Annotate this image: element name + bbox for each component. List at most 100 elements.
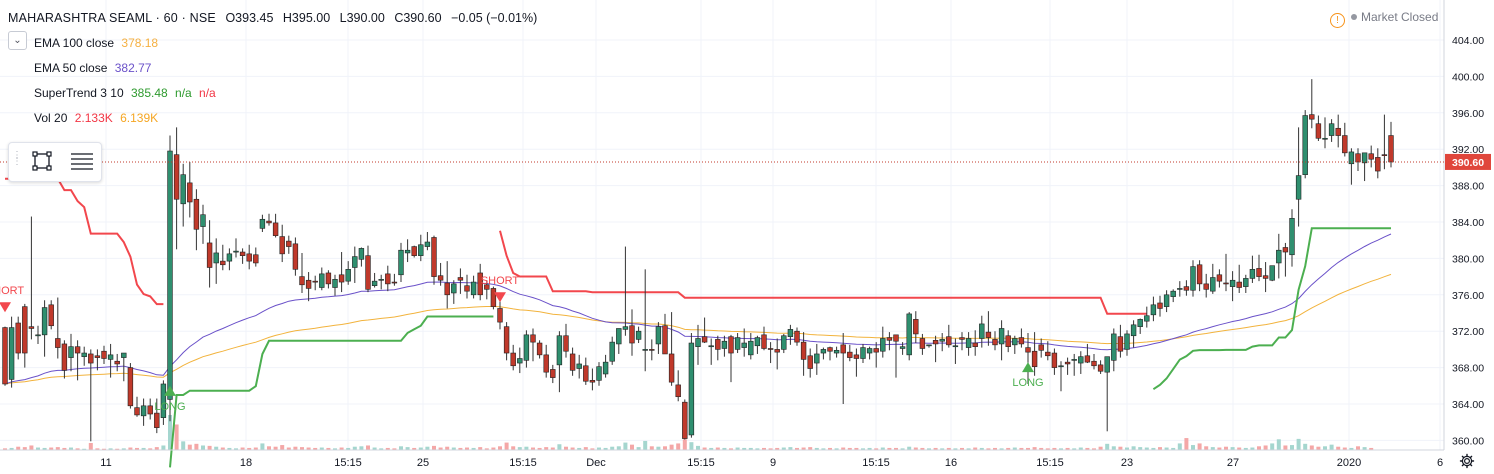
market-status[interactable]: ! Market Closed <box>1330 10 1438 28</box>
volume-bar <box>1019 447 1024 450</box>
candle-body <box>246 253 252 262</box>
indicator-value: 382.77 <box>114 61 152 75</box>
volume-bar <box>630 444 634 450</box>
volume-bar <box>854 447 859 450</box>
volume-bar <box>808 447 813 450</box>
volume-bar <box>537 447 542 450</box>
drag-handle-icon[interactable]: ⋮ ⋮ <box>12 150 22 167</box>
supertrend-down-line <box>499 230 1147 315</box>
candle-body <box>206 242 213 268</box>
volume-bar <box>1356 446 1360 450</box>
x-tick-label: 6 <box>1437 457 1443 469</box>
volume-bar <box>801 447 806 450</box>
volume-bar <box>1184 438 1189 450</box>
horizontal-lines-icon[interactable] <box>69 150 95 172</box>
candle-body <box>721 340 728 349</box>
market-status-label: Market Closed <box>1361 10 1439 24</box>
candle-body <box>55 338 61 348</box>
volume-bar <box>135 447 139 450</box>
candle-body <box>1005 335 1011 347</box>
supertrend-up-line <box>1152 227 1391 391</box>
indicator-ema100[interactable]: EMA 100 close 378.18 <box>34 31 537 56</box>
candle-body <box>457 277 464 281</box>
volume-bar <box>729 448 733 450</box>
candle-body <box>569 353 576 371</box>
candle-body <box>781 335 787 350</box>
candle-body <box>121 352 127 358</box>
candle-body <box>411 246 417 256</box>
indicator-supertrend[interactable]: SuperTrend 3 10 385.48 n/a n/a <box>34 81 537 106</box>
candle-body <box>312 280 318 283</box>
volume-bar <box>960 447 964 450</box>
volume-bar <box>1329 444 1334 450</box>
volume-bar <box>141 447 146 450</box>
candle-body <box>352 256 358 268</box>
volume-bar <box>742 447 747 450</box>
volume-bar <box>438 447 443 450</box>
candle-body <box>1328 123 1335 136</box>
rectangle-select-icon[interactable] <box>31 150 53 172</box>
volume-bar <box>1303 443 1308 450</box>
volume-bar <box>1006 447 1011 450</box>
volume-bar <box>511 446 516 450</box>
symbol-label[interactable]: MAHARASHTRA SEAML · 60 · NSE <box>8 11 216 25</box>
candle-body <box>761 334 767 349</box>
candle-body <box>259 218 266 229</box>
volume-bar <box>247 447 252 450</box>
candle-body <box>464 285 470 292</box>
short-signal-label: SHORT <box>481 275 520 287</box>
candle-body <box>939 339 945 342</box>
volume-bar <box>352 446 357 450</box>
volume-bar <box>696 445 700 450</box>
candle-body <box>998 328 1005 345</box>
indicator-value: n/a <box>199 86 216 100</box>
candle-body <box>266 220 272 224</box>
volume-bar <box>9 447 14 450</box>
volume-bar <box>1151 447 1156 450</box>
volume-bar <box>861 448 865 450</box>
x-tick-label: 27 <box>1227 457 1239 469</box>
volume-bar <box>887 447 892 450</box>
indicator-volume[interactable]: Vol 20 2.133K 6.139K <box>34 106 537 131</box>
candle-body <box>127 367 134 407</box>
candle-body <box>1342 135 1348 154</box>
candle-body <box>1130 324 1137 337</box>
candle-body <box>114 360 120 365</box>
volume-bar <box>293 446 298 450</box>
candle-body <box>1348 151 1355 165</box>
volume-bar <box>1362 447 1367 450</box>
candle-body <box>1210 277 1216 292</box>
volume-bar <box>168 415 172 450</box>
indicator-value: n/a <box>175 86 192 100</box>
chevron-down-icon[interactable]: ⌄ <box>8 31 27 50</box>
indicator-ema50[interactable]: EMA 50 close 382.77 <box>34 56 537 81</box>
candle-body <box>41 307 48 336</box>
candle-body <box>431 237 437 277</box>
gear-icon[interactable] <box>1459 453 1475 469</box>
candle-body <box>741 342 747 348</box>
volume-bar <box>986 448 991 450</box>
volume-bar <box>306 447 311 450</box>
candle-body <box>1078 356 1084 364</box>
candle-body <box>1196 264 1203 285</box>
volume-bar <box>55 447 60 450</box>
volume-bar <box>993 447 997 450</box>
volume-bar <box>702 447 707 450</box>
candle-body <box>1381 154 1388 156</box>
candle-body <box>583 365 589 382</box>
candle-body <box>1157 302 1163 309</box>
candle-body <box>1190 266 1196 291</box>
volume-bar <box>709 447 714 450</box>
volume-bar <box>966 448 971 450</box>
candle-body <box>497 308 503 323</box>
warning-icon[interactable]: ! <box>1330 13 1345 28</box>
candle-body <box>635 330 642 340</box>
volume-bar <box>1210 447 1215 450</box>
volume-bar <box>1045 448 1050 450</box>
candle-body <box>424 241 431 247</box>
candle-body <box>1229 279 1236 287</box>
volume-bar <box>1342 447 1347 450</box>
volume-bar <box>339 447 344 450</box>
y-tick-label: 400.00 <box>1452 71 1484 83</box>
